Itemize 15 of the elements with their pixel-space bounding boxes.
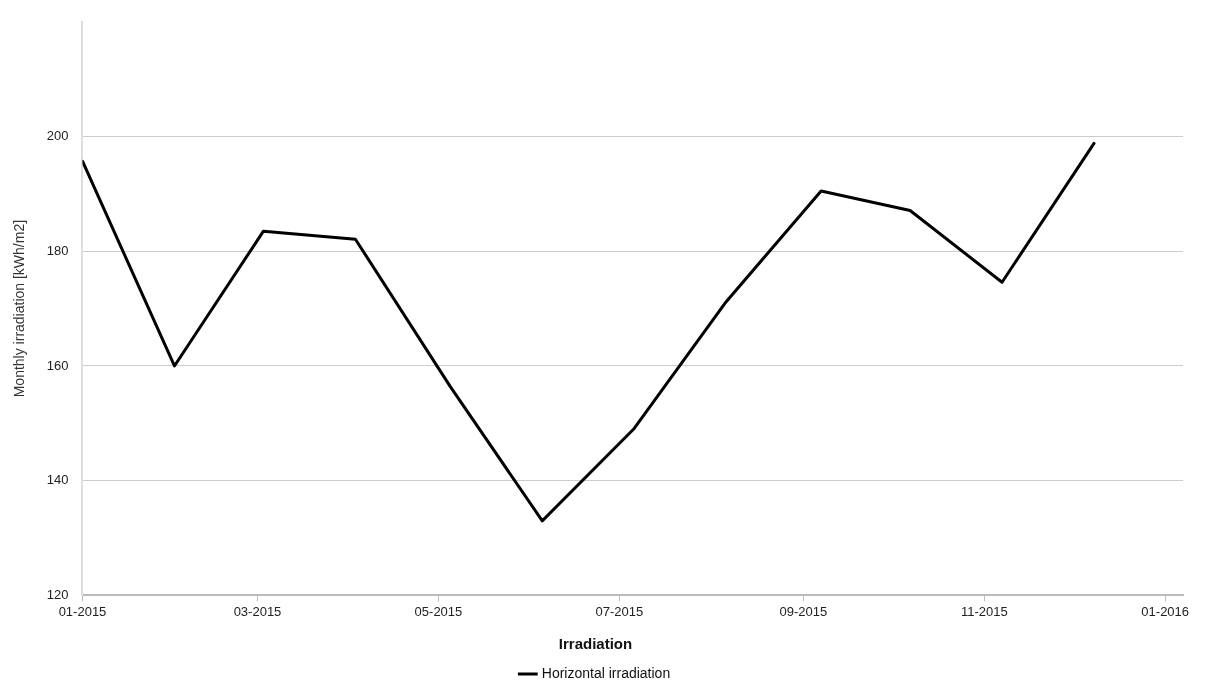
- legend-title: Irradiation: [558, 634, 633, 652]
- y-tick-label: 180: [46, 242, 69, 258]
- y-tick-label: 160: [46, 357, 69, 373]
- y-tick-label: 140: [46, 472, 69, 488]
- y-tick-label: 120: [46, 586, 69, 602]
- x-tick-label: 07-2015: [595, 603, 644, 619]
- x-tick-label: 05-2015: [414, 603, 463, 619]
- x-tick-label: 11-2015: [960, 603, 1008, 619]
- y-axis-title: Monthly irradiation [kWh/m2]: [11, 219, 28, 398]
- x-tick-label: 01-2015: [58, 603, 107, 619]
- x-tick-label: 01-2016: [1141, 603, 1190, 619]
- x-tick-label: 03-2015: [233, 603, 282, 619]
- legend-label: Horizontal irradiation: [541, 664, 671, 681]
- y-tick-label: 200: [46, 128, 69, 144]
- x-tick-label: 09-2015: [779, 603, 828, 619]
